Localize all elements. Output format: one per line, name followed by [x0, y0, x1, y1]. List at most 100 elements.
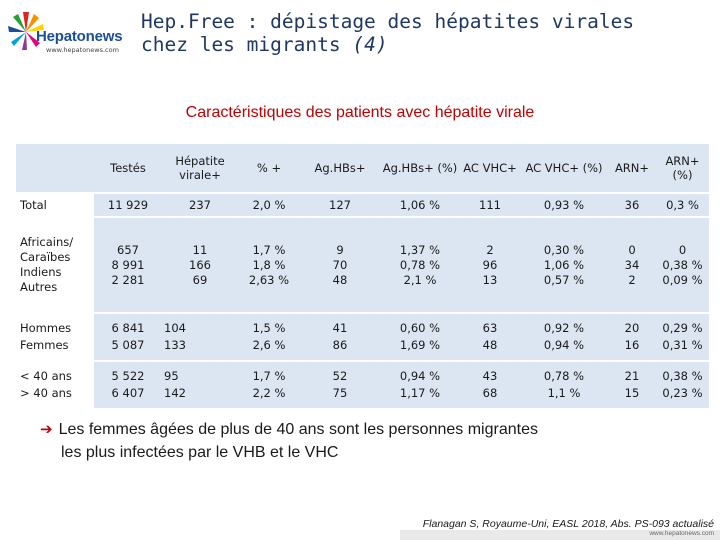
- cell-value: 0,09 %: [662, 272, 703, 287]
- cell-value: 2,1 %: [403, 272, 437, 287]
- table-header-row: Testés Hépatite virale+ % + Ag.HBs+ Ag.H…: [16, 144, 709, 194]
- header-cell: AC VHC+ (%): [520, 144, 608, 194]
- title-line-2-text: chez les migrants: [141, 33, 341, 56]
- cell-value: 16: [624, 338, 640, 352]
- cell-value: 0,57 %: [543, 272, 585, 287]
- cell-value: 0,30 %: [543, 242, 585, 257]
- cell-value: 8 991: [111, 257, 145, 272]
- table-cell: 6 841 5 087: [94, 314, 162, 362]
- table-cell: 0,38 % 0,23 %: [656, 362, 709, 410]
- cell-value: 95: [164, 369, 179, 383]
- table-cell: 11 166 69: [162, 218, 238, 314]
- table-cell: 0,94 % 1,17 %: [380, 362, 460, 410]
- cell-value: 1,37 %: [399, 242, 441, 257]
- note-text-1: Les femmes âgées de plus de 40 ans sont …: [58, 421, 538, 438]
- cell-value: 68: [482, 386, 498, 400]
- cell-value: 48: [332, 272, 348, 287]
- table-cell: 2,0 %: [238, 194, 300, 218]
- cell-value: 2: [628, 272, 636, 287]
- cell-value: 13: [482, 272, 498, 287]
- cell-value: 1,5 %: [252, 321, 286, 335]
- cell-value: 0,29 %: [662, 321, 703, 335]
- header-cell: Ag.HBs+: [300, 144, 380, 194]
- row-label: Africains/ Caraïbes Indiens Autres: [16, 218, 94, 314]
- cell-value: 0,94 %: [399, 369, 441, 383]
- cell-value: 96: [482, 257, 498, 272]
- cell-value: 2,2 %: [252, 386, 286, 400]
- header-cell: Hépatite virale+: [162, 144, 238, 194]
- cell-value: 0,31 %: [662, 338, 703, 352]
- cell-value: 11: [192, 242, 208, 257]
- table-cell: 111: [460, 194, 520, 218]
- header-corner: [16, 144, 94, 194]
- table-cell: 5 522 6 407: [94, 362, 162, 410]
- table-cell: 0,30 % 1,06 % 0,57 %: [520, 218, 608, 314]
- footer-bar: [400, 530, 720, 540]
- cell-value: 15: [624, 386, 640, 400]
- table-cell: 127: [300, 194, 380, 218]
- row-label-line: > 40 ans: [20, 386, 72, 400]
- table-cell: 104 133: [162, 314, 238, 362]
- table-cell: 63 48: [460, 314, 520, 362]
- hepatonews-logo: Hepatonews www.hepatonews.com: [6, 8, 130, 58]
- cell-value: 21: [624, 369, 640, 383]
- cell-value: 2,63 %: [248, 272, 290, 287]
- cell-value: 142: [164, 386, 186, 400]
- row-label: < 40 ans > 40 ans: [16, 362, 94, 410]
- cell-value: 41: [332, 321, 348, 335]
- table-cell: 0,78 % 1,1 %: [520, 362, 608, 410]
- cell-value: 69: [192, 272, 208, 287]
- cell-value: 2,6 %: [252, 338, 286, 352]
- table-cell: 21 15: [608, 362, 656, 410]
- patients-table: Testés Hépatite virale+ % + Ag.HBs+ Ag.H…: [16, 144, 709, 410]
- cell-value: 1,7 %: [252, 369, 286, 383]
- logo-burst-icon: [8, 12, 44, 50]
- cell-value: 1,69 %: [399, 338, 441, 352]
- cell-value: 63: [482, 321, 498, 335]
- footer-url: www.hepatonews.com: [649, 530, 714, 537]
- row-label-line: < 40 ans: [20, 369, 72, 383]
- cell-value: 1,7 %: [252, 242, 286, 257]
- table-cell: 1,37 % 0,78 % 2,1 %: [380, 218, 460, 314]
- table-cell: 657 8 991 2 281: [94, 218, 162, 314]
- cell-value: 1,17 %: [399, 386, 441, 400]
- cell-value: 70: [332, 257, 348, 272]
- logo-name: Hepatonews: [36, 28, 123, 45]
- table-cell: 0,60 % 1,69 %: [380, 314, 460, 362]
- table-subtitle: Caractéristiques des patients avec hépat…: [185, 104, 535, 121]
- cell-value: 1,8 %: [252, 257, 286, 272]
- table-cell: 237: [162, 194, 238, 218]
- table-row-total: Total 11 929 237 2,0 % 127 1,06 % 111 0,…: [16, 194, 709, 218]
- row-label-line: Caraïbes: [20, 250, 71, 264]
- header-cell: Ag.HBs+ (%): [380, 144, 460, 194]
- cell-value: 20: [624, 321, 640, 335]
- header-cell: Testés: [94, 144, 162, 194]
- title-line-2: chez les migrants (4): [141, 33, 634, 56]
- table-row-origin: Africains/ Caraïbes Indiens Autres 657 8 …: [16, 218, 709, 314]
- cell-value: 1,1 %: [547, 386, 581, 400]
- cell-value: 0,78 %: [399, 257, 441, 272]
- table-cell: 0 0,38 % 0,09 %: [656, 218, 709, 314]
- table-cell: 0,92 % 0,94 %: [520, 314, 608, 362]
- row-label-line: Africains/: [20, 235, 74, 249]
- header-cell: AC VHC+: [460, 144, 520, 194]
- cell-value: 0,23 %: [662, 386, 703, 400]
- table-row-sex: Hommes Femmes 6 841 5 087 104 133 1,5 % 2,6…: [16, 314, 709, 362]
- cell-value: 0,92 %: [543, 321, 585, 335]
- cell-value: 0,78 %: [543, 369, 585, 383]
- row-label: Total: [16, 194, 94, 218]
- cell-value: 5 522: [111, 369, 145, 383]
- note-line-2: les plus infectées par le VHB et le VHC: [61, 444, 339, 461]
- table-cell: 95 142: [162, 362, 238, 410]
- table-cell: 0,3 %: [656, 194, 709, 218]
- table-cell: 1,06 %: [380, 194, 460, 218]
- cell-value: 34: [624, 257, 640, 272]
- logo-url: www.hepatonews.com: [46, 46, 119, 54]
- cell-value: 0: [678, 242, 687, 257]
- row-label-line: Autres: [20, 280, 58, 294]
- cell-value: 75: [332, 386, 348, 400]
- table-cell: 43 68: [460, 362, 520, 410]
- title-line-1: Hep.Free : dépistage des hépatites viral…: [141, 10, 635, 33]
- table-cell: 1,7 % 2,2 %: [238, 362, 300, 410]
- cell-value: 1,06 %: [543, 257, 585, 272]
